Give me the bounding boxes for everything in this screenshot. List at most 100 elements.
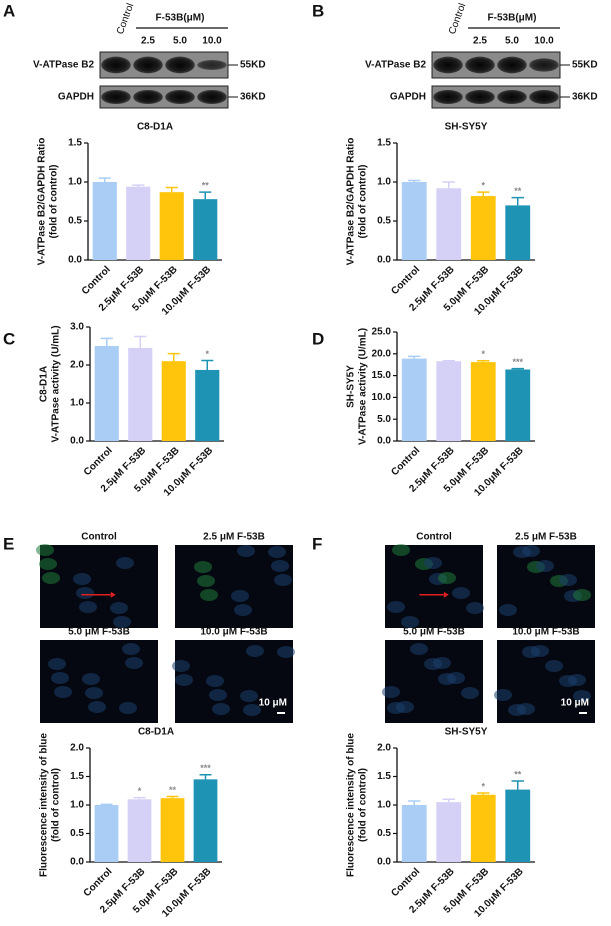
error-bar (511, 196, 524, 206)
y-tick-label: 1.0 (377, 177, 391, 188)
blot-band (197, 89, 227, 105)
y-tick-label: 1.5 (68, 138, 82, 149)
bar (94, 805, 119, 862)
cell (573, 690, 591, 702)
cell (499, 604, 517, 616)
cell (382, 686, 400, 698)
lane-label: Control (447, 2, 468, 36)
cell (39, 558, 57, 570)
cell (559, 574, 577, 586)
blot-band (529, 58, 559, 72)
bar (193, 779, 218, 862)
lane-label: Control (115, 2, 136, 36)
y-axis-label: Fluorescence intensity of blue (346, 733, 357, 877)
cell (79, 601, 97, 613)
bar (401, 358, 427, 441)
y-tick-label: 1.0 (377, 800, 391, 811)
arrow-head (443, 591, 449, 598)
blot-band (497, 89, 527, 105)
cell (113, 616, 131, 628)
image-label: 2.5 μM F-53B (515, 532, 577, 543)
lane-label: 2.5 (473, 36, 487, 47)
cell (125, 657, 143, 669)
image-label: Control (416, 532, 452, 543)
x-tick-label: Control (389, 445, 422, 478)
blot-band (497, 56, 527, 74)
error-bar (477, 191, 490, 197)
bar (470, 794, 496, 862)
blot-band (433, 56, 463, 74)
y-tick-label: 2.0 (70, 743, 84, 754)
significance: ** (202, 181, 210, 191)
micrograph (497, 545, 595, 628)
y-tick-label: 0.5 (70, 828, 84, 839)
size-label: 36KD (240, 92, 266, 103)
cell (234, 604, 252, 616)
cell (116, 557, 134, 569)
error-bar (408, 355, 421, 359)
y-tick-label: 15.0 (372, 370, 392, 381)
chart-title: SH-SY5Y (445, 122, 488, 133)
bar (401, 805, 427, 862)
x-tick-label: Control (389, 264, 422, 297)
lane-label: 2.5 (141, 36, 155, 47)
bar (127, 799, 152, 862)
cell (48, 658, 66, 670)
image-label: 10.0 μM F-53B (512, 627, 579, 638)
panel-letter: A (3, 1, 15, 20)
y-tick-label: 2.0 (70, 360, 84, 371)
error-bar (511, 780, 524, 790)
y-tick-label: 1.5 (377, 771, 391, 782)
bar (436, 188, 462, 260)
y-axis-label: (fold of control) (51, 768, 62, 842)
error-bar (408, 179, 421, 182)
cell (82, 673, 100, 685)
cell (119, 702, 137, 714)
cell (209, 689, 227, 701)
y-tick-label: 1.0 (70, 398, 84, 409)
y-tick-label: 0.0 (70, 857, 84, 868)
lane-label: 10.0 (534, 36, 554, 47)
significance: * (205, 349, 209, 359)
image-label: 10.0 μM F-53B (200, 627, 267, 638)
y-tick-label: 0.0 (377, 436, 391, 447)
protein-label: V-ATPase B2 (33, 60, 94, 71)
chart-title: SH-SY5Y (445, 727, 488, 738)
arrow-head (110, 591, 116, 598)
error-bar (166, 795, 179, 799)
bar (505, 789, 531, 862)
x-tick-label: Control (389, 866, 422, 899)
bar (436, 802, 462, 862)
blot-band (433, 89, 463, 105)
treatment-label: F-53B(μM) (156, 13, 205, 24)
chart-title: C8-D1A (137, 122, 173, 133)
cell (545, 660, 563, 672)
significance: * (481, 181, 485, 191)
bar (505, 369, 531, 441)
cell (573, 589, 591, 601)
y-axis-label: V-ATPase B2/GAPDH Ratio (346, 138, 357, 266)
micrograph (40, 545, 158, 628)
cell (206, 675, 224, 687)
y-tick-label: 0.0 (377, 857, 391, 868)
y-axis-label: V-ATPase B2/GAPDH Ratio (37, 138, 48, 266)
error-bar (477, 360, 490, 363)
error-bar (132, 184, 145, 187)
cell (110, 602, 128, 614)
size-label: 36KD (572, 92, 598, 103)
cell (122, 643, 140, 655)
error-bar (134, 335, 147, 348)
cell (433, 657, 451, 669)
cell (531, 645, 549, 657)
error-bar (133, 796, 146, 800)
error-bar (199, 774, 212, 780)
scale-label: 10 μM (561, 698, 589, 709)
size-label: 55KD (572, 60, 598, 71)
panel-letter: D (312, 329, 324, 348)
error-bar (167, 352, 180, 362)
y-tick-label: 3.0 (70, 322, 84, 333)
bar (401, 182, 427, 260)
error-bar (408, 800, 421, 805)
y-tick-label: 0.5 (68, 216, 82, 227)
blot-band (197, 60, 227, 70)
